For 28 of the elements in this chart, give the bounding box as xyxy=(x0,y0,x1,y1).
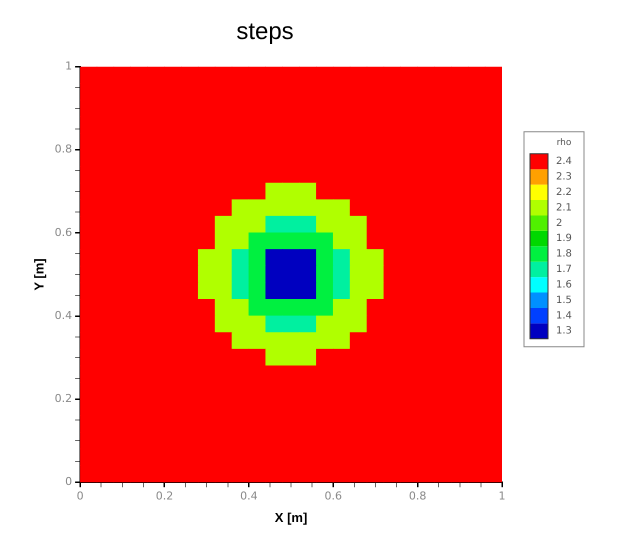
y-tick-label: 1 xyxy=(65,60,72,73)
y-tick-label: 0 xyxy=(65,475,72,488)
color-bar-label: 1.7 xyxy=(556,264,572,276)
color-bar-label: 1.5 xyxy=(556,294,572,306)
color-bar-label: 1.6 xyxy=(556,279,572,290)
color-bar-label: 1.3 xyxy=(556,326,572,337)
x-tick-label: 0.6 xyxy=(324,490,342,503)
color-bar-label: 2.2 xyxy=(556,186,572,198)
x-tick-label: 0.4 xyxy=(240,490,258,503)
color-bar-label: 2.4 xyxy=(556,156,572,168)
x-tick-label: 1 xyxy=(498,490,506,503)
color-bar-title: rho xyxy=(556,138,572,148)
y-tick-label: 0.2 xyxy=(54,392,72,405)
y-axis-title: Y [m] xyxy=(31,258,46,291)
y-tick-label: 0.8 xyxy=(54,142,72,156)
color-bar-label: 2.1 xyxy=(556,202,572,214)
x-tick-label: 0.8 xyxy=(408,490,426,503)
x-tick-label: 0.2 xyxy=(156,490,174,503)
color-bar-label: 2.3 xyxy=(556,172,572,183)
x-axis-title: X [m] xyxy=(274,510,308,525)
color-bar-label: 1.4 xyxy=(556,310,572,322)
y-tick-label: 0.6 xyxy=(54,226,72,239)
y-tick-label: 0.4 xyxy=(54,308,72,322)
x-tick-label: 0 xyxy=(76,490,84,503)
color-bar-label: 2 xyxy=(556,218,562,229)
color-bar-label: 1.8 xyxy=(556,248,572,260)
color-bar-label: 1.9 xyxy=(556,233,572,244)
chart-title: steps xyxy=(236,18,294,46)
